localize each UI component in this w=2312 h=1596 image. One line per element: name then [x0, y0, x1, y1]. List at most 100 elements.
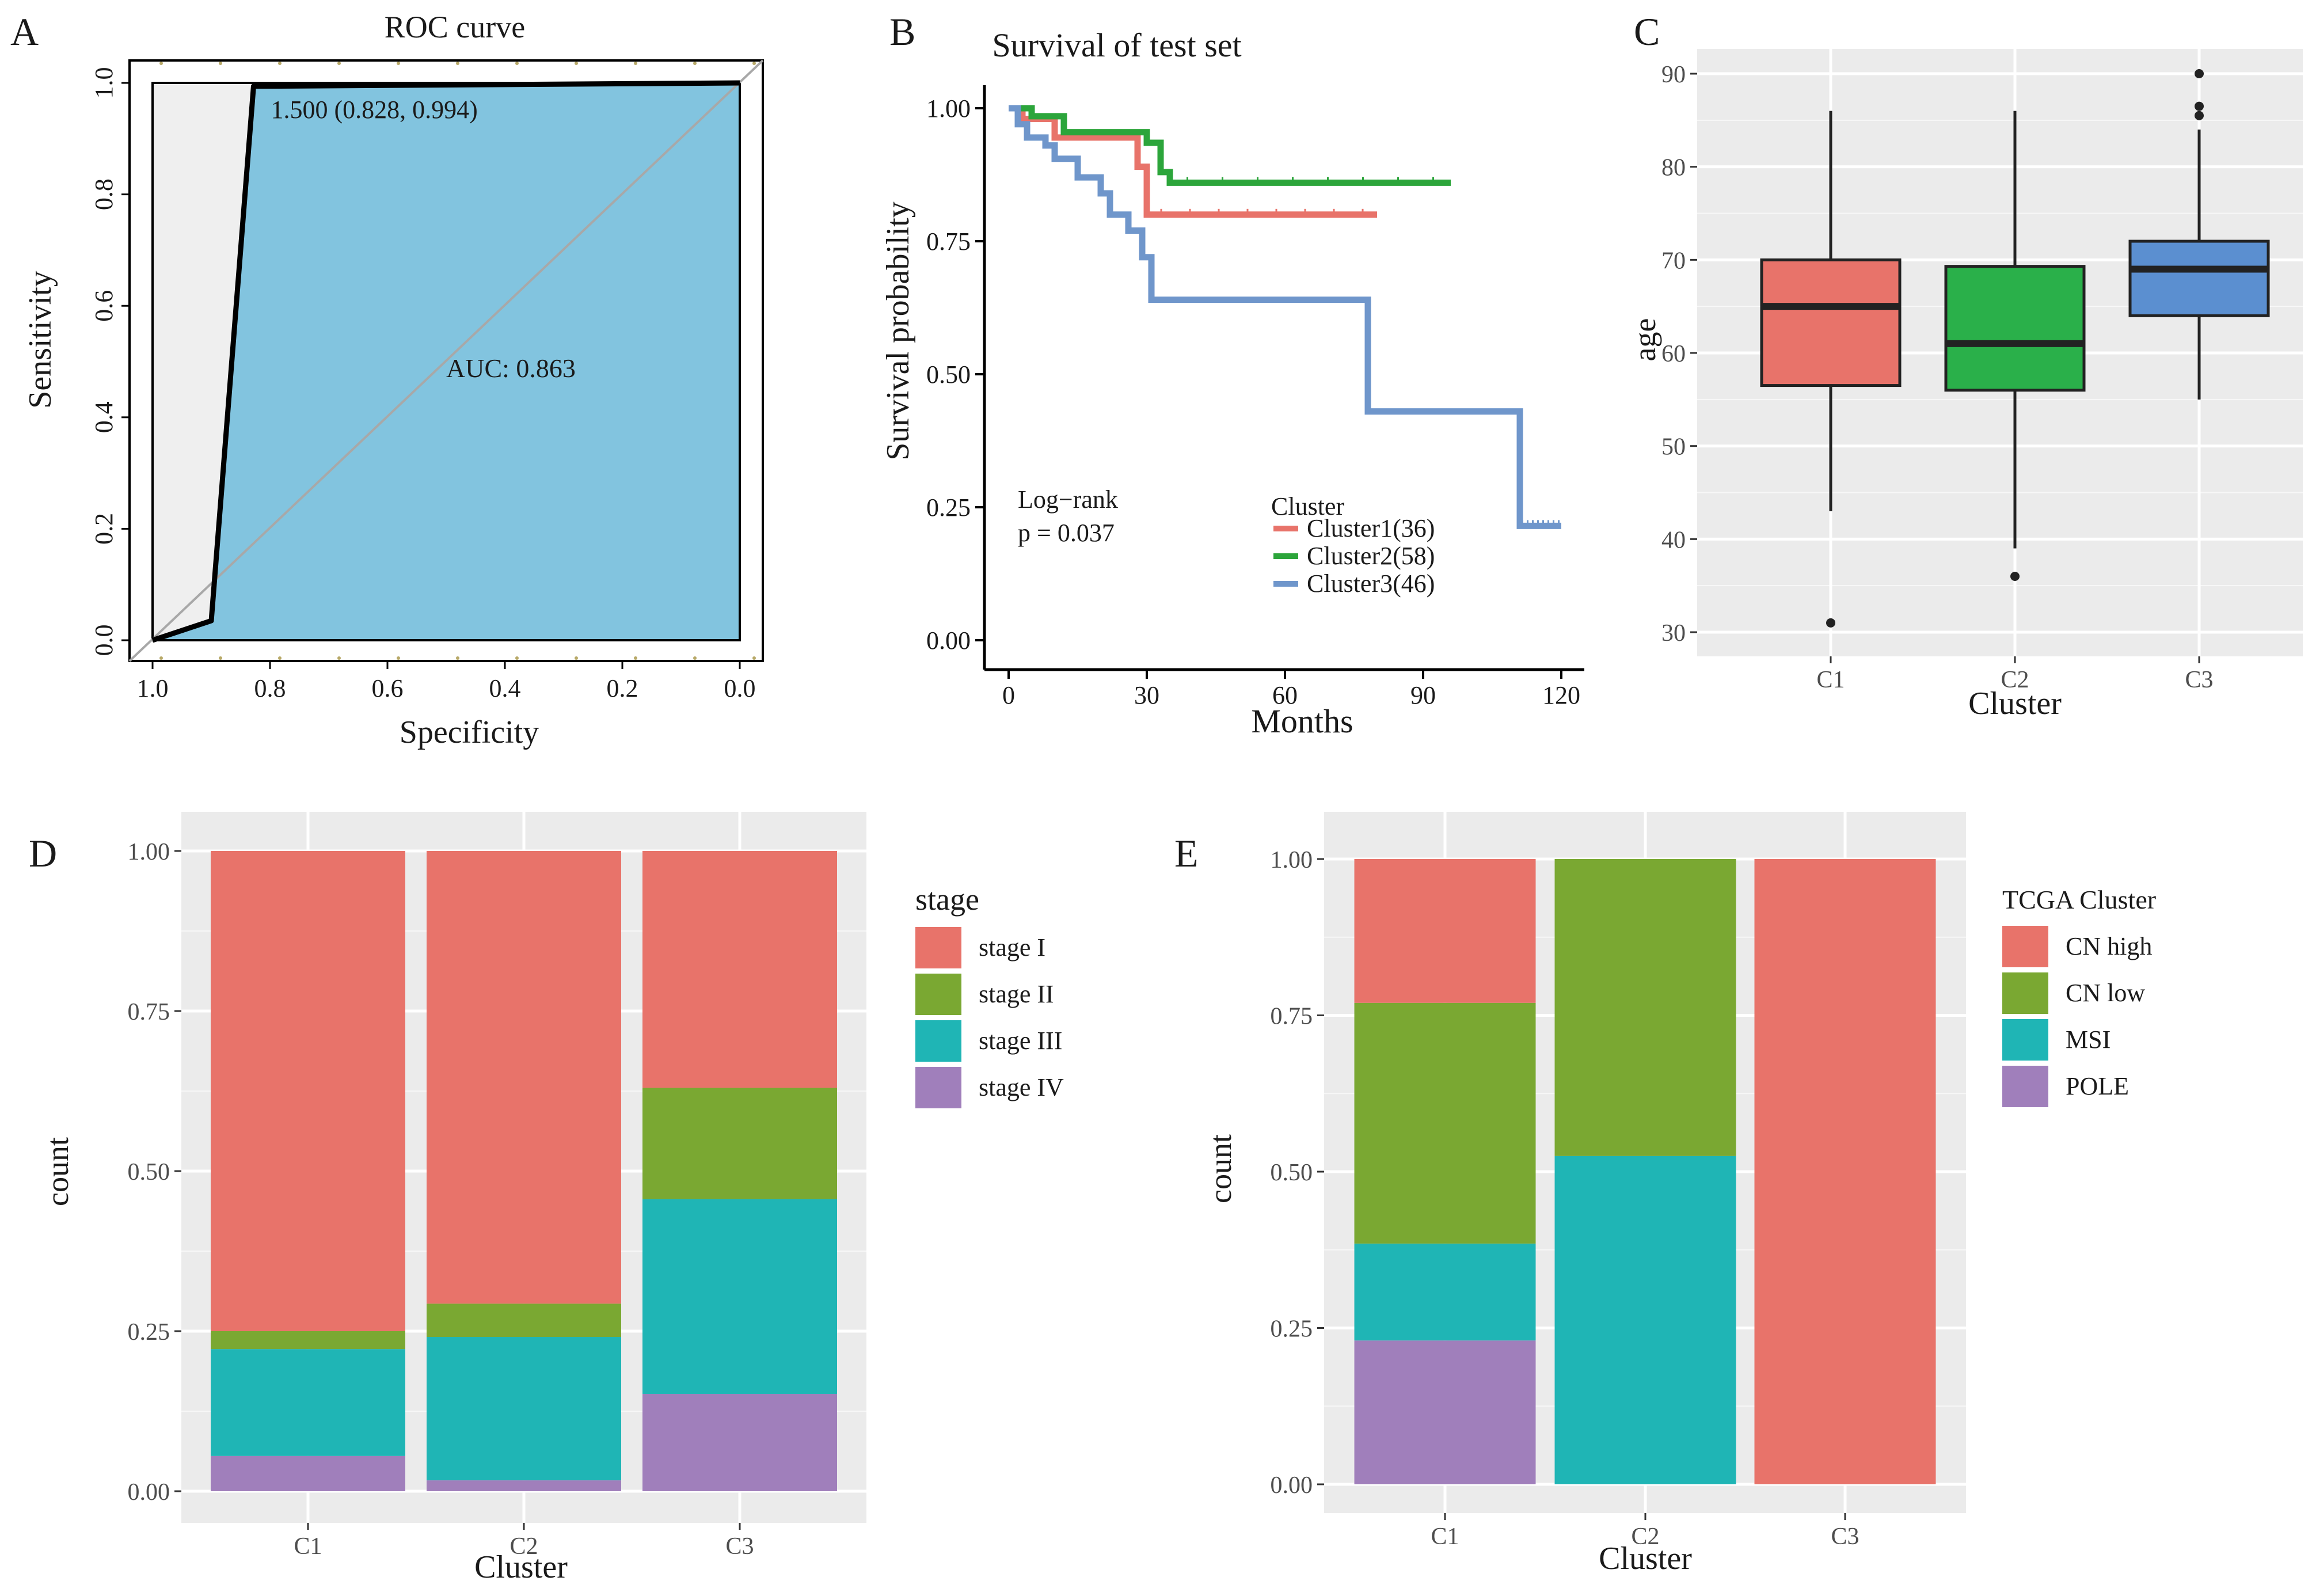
- diagonal-reference-line: [128, 59, 764, 662]
- bar-C1-cn-low: [1354, 1002, 1536, 1244]
- outlier-point: [2195, 69, 2204, 78]
- x-tick-label: 60: [1272, 681, 1298, 709]
- frame-dot: [634, 62, 637, 65]
- y-tick-label: 0.2: [90, 513, 118, 545]
- panel-c: C 30 40 50 60 70 80 90 C1 C2 C3 Cluster age: [1627, 10, 2303, 721]
- roc-curve: [151, 80, 740, 643]
- panel-e: E 0.00 0.25 0.50 0.75 1.00 C1 C2 C3 Cluster count T…: [1174, 812, 2156, 1576]
- legend-label-stage-iv: stage IV: [979, 1073, 1064, 1101]
- x-tick-label: 1.0: [137, 674, 169, 702]
- y-tick-label: 1.00: [1271, 847, 1313, 873]
- legend-title: TCGA Cluster: [2002, 885, 2156, 914]
- frame-dot: [575, 62, 578, 65]
- y-tick-label: 0.0: [90, 625, 118, 656]
- x-tick-label: C2: [1631, 1523, 1659, 1550]
- panel-label: D: [29, 831, 57, 875]
- survival-curve-2: [1009, 105, 1451, 186]
- y-axis-label: age: [1627, 318, 1662, 362]
- x-tick-label: 0.0: [724, 674, 756, 702]
- legend-key-stage-ii: [915, 974, 961, 1015]
- chart-title: ROC curve: [385, 10, 525, 44]
- bar-C1-stage-ii: [211, 1331, 405, 1350]
- frame-dot: [278, 656, 282, 660]
- frame-dot: [397, 656, 400, 660]
- legend-label-2: Cluster2(58): [1307, 542, 1435, 570]
- frame-dot: [752, 656, 756, 660]
- y-tick-label: 40: [1661, 527, 1686, 553]
- y-tick-label: 0.6: [90, 290, 118, 322]
- x-tick-label: C1: [294, 1533, 322, 1560]
- bar-C3-stage-ii: [642, 1088, 837, 1199]
- outlier-point: [1826, 618, 1835, 628]
- x-axis-label: Cluster: [1968, 686, 2062, 721]
- legend-key-stage-iii: [915, 1020, 961, 1062]
- x-tick-label: C3: [725, 1533, 754, 1560]
- frame-dot: [159, 62, 163, 65]
- bar-C1-pole: [1354, 1340, 1536, 1484]
- bar-C1-stage-iv: [211, 1456, 405, 1491]
- y-tick-label: 0.00: [926, 626, 971, 655]
- chart-title: Survival of test set: [992, 26, 1241, 64]
- panel-label: E: [1174, 831, 1199, 875]
- y-axis-label: count: [1203, 1134, 1238, 1203]
- legend-label-1: Cluster1(36): [1307, 514, 1435, 542]
- y-tick-label: 90: [1661, 62, 1686, 88]
- frame-dot: [515, 656, 519, 660]
- y-tick-label: 0.4: [90, 401, 118, 433]
- x-axis-label: Specificity: [400, 715, 539, 750]
- y-tick-label: 0.25: [926, 493, 971, 522]
- frame-dot: [219, 656, 222, 660]
- x-axis-label: Months: [1251, 702, 1353, 740]
- legend-label-msi: MSI: [2066, 1025, 2111, 1054]
- y-tick-label: 0.50: [926, 360, 971, 389]
- frame-dot: [693, 656, 697, 660]
- bar-C3-stage-iv: [642, 1393, 837, 1491]
- y-tick-label: 30: [1661, 620, 1686, 647]
- y-tick-label: 0.25: [128, 1319, 170, 1346]
- legend-key-stage-i: [915, 927, 961, 968]
- y-tick-label: 0.8: [90, 178, 118, 210]
- legend-key-cn-low: [2002, 972, 2048, 1014]
- legend-label-cn-high: CN high: [2066, 932, 2152, 960]
- x-tick-label: 0.8: [254, 674, 286, 702]
- legend-key-stage-iv: [915, 1067, 961, 1108]
- y-tick-label: 0.50: [1271, 1160, 1313, 1186]
- pvalue-text: p = 0.037: [1018, 519, 1115, 547]
- x-tick-label: 0.2: [607, 674, 638, 702]
- frame-dot: [219, 62, 222, 65]
- frame-dot: [456, 656, 459, 660]
- y-tick-label: 0.50: [128, 1159, 170, 1185]
- x-axis-label: Cluster: [1599, 1541, 1692, 1576]
- frame-dot: [337, 656, 341, 660]
- frame-dot: [278, 62, 282, 65]
- panel-d: D 0.00 0.25 0.50 0.75 1.00 C1 C2 C3 Cluster count s…: [29, 812, 1064, 1585]
- frame-dot: [693, 62, 697, 65]
- y-tick-label: 1.0: [90, 67, 118, 99]
- legend-title: stage: [915, 882, 979, 917]
- y-tick-label: 0.25: [1271, 1316, 1313, 1343]
- bar-C2-stage-iv: [427, 1480, 621, 1491]
- frame-dot: [515, 62, 519, 65]
- y-axis-label: Sensitivity: [22, 271, 58, 409]
- frame-dot: [159, 656, 163, 660]
- panel-label: C: [1634, 10, 1660, 54]
- frame-dot: [397, 62, 400, 65]
- bar-C1-stage-iii: [211, 1349, 405, 1456]
- frame-dot: [575, 656, 578, 660]
- x-tick-label: 30: [1134, 681, 1159, 709]
- legend-label-cn-low: CN low: [2066, 979, 2145, 1007]
- legend-label-stage-i: stage I: [979, 933, 1045, 962]
- x-tick-label: 0: [1002, 681, 1015, 709]
- y-axis-label: count: [40, 1137, 75, 1206]
- frame-dot: [456, 62, 459, 65]
- x-axis-label: Cluster: [474, 1549, 568, 1585]
- legend-key-pole: [2002, 1066, 2048, 1107]
- legend-label-3: Cluster3(46): [1307, 569, 1435, 598]
- legend-key-cn-high: [2002, 926, 2048, 967]
- box-C1: [1760, 258, 1902, 387]
- survival-curve-1: [1009, 105, 1377, 218]
- x-tick-label: 0.6: [372, 674, 404, 702]
- y-tick-label: 80: [1661, 155, 1686, 181]
- x-tick-label: C3: [1831, 1523, 1859, 1550]
